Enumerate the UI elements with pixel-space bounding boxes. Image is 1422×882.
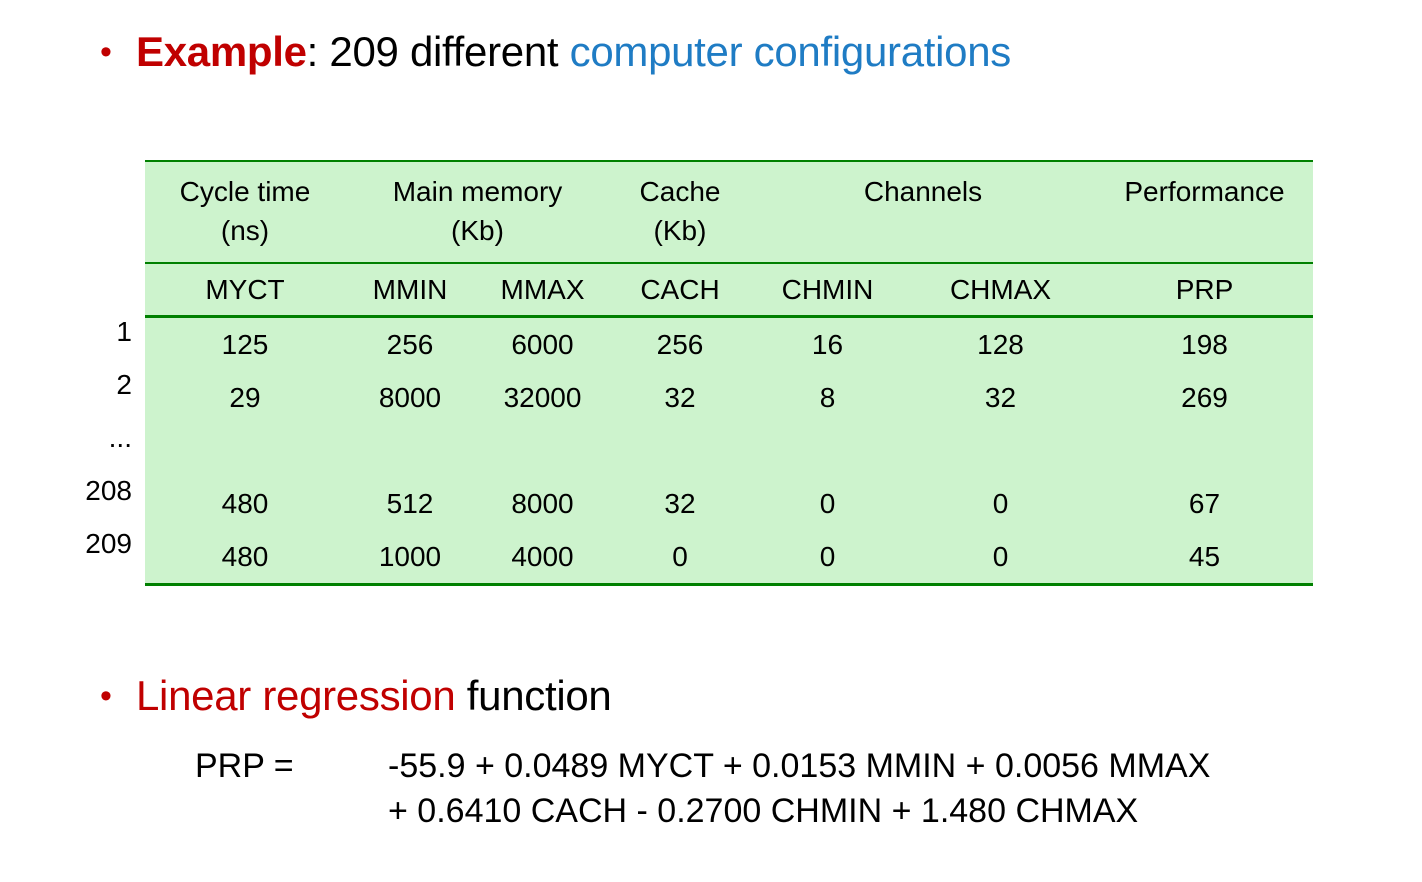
cell: 0 bbox=[819, 487, 836, 519]
cell: 269 bbox=[1181, 381, 1228, 413]
cell: 45 bbox=[1096, 530, 1313, 586]
row-index: 2 bbox=[116, 369, 132, 400]
group-header-performance: Performance bbox=[1096, 160, 1313, 264]
column-header-myct: MYCT bbox=[145, 263, 345, 318]
regression-bullet-line: • Linear regression function bbox=[100, 670, 612, 722]
cell: 8000 bbox=[378, 381, 442, 413]
bullet-icon: • bbox=[100, 33, 112, 71]
example-title: Example: 209 different computer configur… bbox=[136, 26, 1011, 78]
group-header-channels: Channels bbox=[750, 160, 1096, 264]
cell bbox=[1096, 424, 1313, 477]
cell: 125 bbox=[221, 328, 269, 360]
cell: 480 bbox=[145, 530, 345, 586]
cell: 32 bbox=[664, 381, 696, 413]
table-row: 125 256 6000 256 16 128 198 bbox=[145, 317, 1313, 372]
cell: 8000 bbox=[511, 487, 574, 519]
table-row: 480 512 8000 32 0 0 67 bbox=[145, 477, 1313, 530]
regression-title: Linear regression function bbox=[136, 670, 612, 722]
cell: 1000 bbox=[345, 530, 475, 586]
formula-rhs: -55.9 + 0.0489 MYCT + 0.0153 MMIN + 0.00… bbox=[388, 744, 1210, 834]
cell: 8 bbox=[819, 381, 836, 413]
cell bbox=[145, 424, 345, 477]
group-header-cache: Cache (Kb) bbox=[610, 160, 750, 264]
cell: 480 bbox=[221, 487, 269, 519]
cell: 198 bbox=[1181, 328, 1228, 360]
cell bbox=[905, 424, 1096, 477]
example-title-keyword: Example bbox=[136, 28, 307, 75]
table-row-index-column: 1 2 ... 208 209 bbox=[40, 305, 132, 570]
cell: 4000 bbox=[475, 530, 610, 586]
column-header-chmin: CHMIN bbox=[750, 263, 905, 318]
cell: 512 bbox=[386, 487, 434, 519]
table-column-header-row: MYCT MMIN MMAX CACH CHMIN CHMAX PRP bbox=[145, 263, 1313, 318]
cell: 32 bbox=[984, 381, 1017, 413]
example-bullet-line: • Example: 209 different computer config… bbox=[100, 26, 1011, 78]
row-index: 208 bbox=[85, 475, 132, 506]
cell: 0 bbox=[610, 530, 750, 586]
table-row: 480 1000 4000 0 0 0 45 bbox=[145, 530, 1313, 586]
group-header-cycle-time: Cycle time (ns) bbox=[145, 160, 345, 264]
bullet-icon: • bbox=[100, 677, 112, 715]
group-header-main-memory: Main memory (Kb) bbox=[345, 160, 610, 264]
regression-title-keyword: Linear regression bbox=[136, 672, 456, 719]
formula-lhs: PRP = bbox=[195, 747, 294, 785]
cell: 0 bbox=[905, 530, 1096, 586]
cell: 256 bbox=[386, 328, 434, 360]
cell: 256 bbox=[656, 328, 704, 360]
cell bbox=[610, 424, 750, 477]
cell: 0 bbox=[992, 487, 1009, 519]
formula-line-2: + 0.6410 CACH - 0.2700 CHMIN + 1.480 CHM… bbox=[388, 792, 1139, 830]
example-title-middle: : 209 different bbox=[306, 28, 570, 75]
example-title-highlight: computer configurations bbox=[569, 28, 1012, 75]
cell: 16 bbox=[811, 328, 844, 360]
cell: 128 bbox=[977, 328, 1024, 360]
column-header-chmax: CHMAX bbox=[905, 263, 1096, 318]
cell: 32000 bbox=[503, 381, 582, 413]
cell: 32 bbox=[664, 487, 696, 519]
column-header-cach: CACH bbox=[610, 263, 750, 318]
table-row: 29 8000 32000 32 8 32 269 bbox=[145, 371, 1313, 424]
regression-title-suffix: function bbox=[455, 672, 612, 719]
formula-line-1: -55.9 + 0.0489 MYCT + 0.0153 MMIN + 0.00… bbox=[388, 747, 1211, 785]
cell bbox=[750, 424, 905, 477]
row-index: ... bbox=[108, 422, 132, 453]
cell: 0 bbox=[750, 530, 905, 586]
cell: 29 bbox=[229, 381, 261, 413]
column-header-prp: PRP bbox=[1096, 263, 1313, 318]
cell bbox=[345, 424, 475, 477]
table-group-header-row: Cycle time (ns) Main memory (Kb) Cache (Kb)… bbox=[145, 160, 1313, 264]
row-index: 209 bbox=[85, 528, 132, 559]
cell: 67 bbox=[1188, 487, 1221, 519]
cell: 6000 bbox=[511, 328, 574, 360]
column-header-mmin: MMIN bbox=[345, 263, 475, 318]
cell bbox=[475, 424, 610, 477]
row-index: 1 bbox=[116, 316, 132, 347]
column-header-mmax: MMAX bbox=[475, 263, 610, 318]
computer-configurations-table: Cycle time (ns) Main memory (Kb) Cache (Kb)… bbox=[145, 160, 1313, 586]
table-row-ellipsis bbox=[145, 424, 1313, 477]
